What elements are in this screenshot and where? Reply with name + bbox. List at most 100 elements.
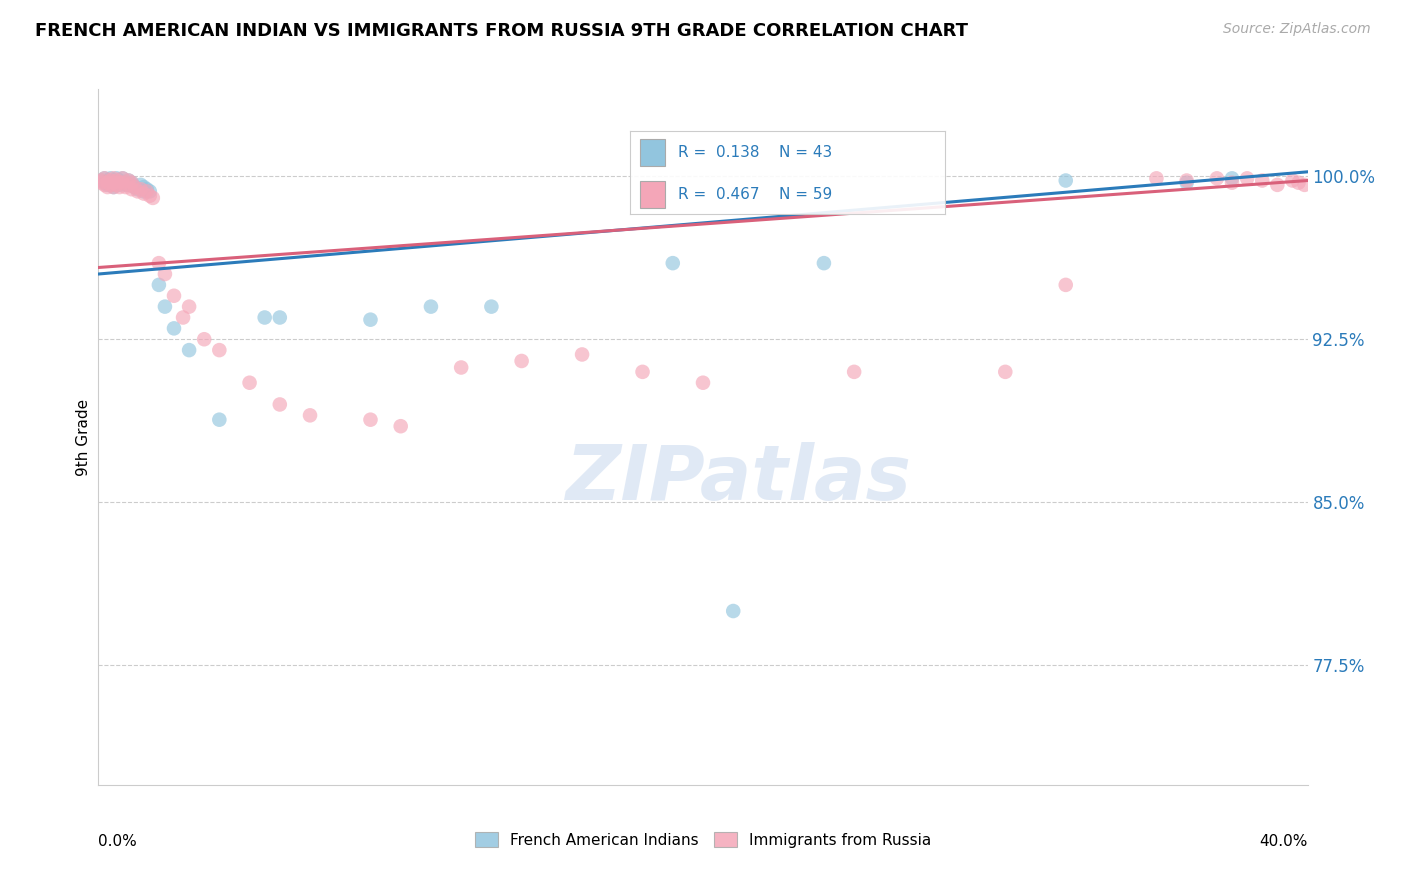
Point: [100, 178, 122, 192]
Point: [105, 171, 128, 186]
Point: [172, 310, 194, 325]
Point: [1267, 178, 1289, 192]
Point: [153, 300, 176, 314]
Point: [389, 419, 412, 434]
Point: [1220, 171, 1243, 186]
Point: [103, 171, 125, 186]
Point: [163, 321, 186, 335]
Point: [111, 171, 134, 186]
Point: [118, 173, 141, 187]
Point: [179, 300, 201, 314]
Legend: French American Indians, Immigrants from Russia: French American Indians, Immigrants from…: [468, 826, 938, 854]
Point: [139, 188, 162, 202]
Point: [1144, 171, 1167, 186]
Point: [132, 180, 155, 194]
Point: [105, 173, 128, 187]
Point: [108, 178, 131, 192]
Point: [127, 185, 149, 199]
Point: [132, 185, 155, 199]
Point: [450, 360, 472, 375]
Point: [148, 256, 170, 270]
Point: [723, 604, 745, 618]
Point: [661, 256, 683, 270]
Point: [96, 176, 118, 190]
Y-axis label: 9th Grade: 9th Grade: [76, 399, 91, 475]
Point: [90, 173, 112, 187]
Point: [114, 178, 136, 192]
Point: [844, 365, 866, 379]
Point: [103, 173, 125, 187]
Point: [420, 300, 443, 314]
Point: [108, 180, 131, 194]
Point: [108, 176, 131, 190]
Point: [90, 176, 112, 190]
Point: [100, 171, 122, 186]
Point: [299, 409, 322, 423]
Point: [148, 277, 170, 292]
Point: [96, 178, 118, 192]
Point: [129, 178, 152, 192]
Point: [103, 178, 125, 192]
Point: [108, 173, 131, 187]
Point: [142, 191, 165, 205]
Point: [124, 180, 146, 194]
Point: [239, 376, 262, 390]
Point: [1206, 171, 1229, 186]
Point: [1220, 176, 1243, 190]
Point: [1294, 178, 1316, 192]
Point: [813, 256, 835, 270]
Point: [193, 332, 215, 346]
Point: [93, 178, 115, 192]
Point: [96, 180, 118, 194]
Point: [100, 176, 122, 190]
Point: [93, 171, 115, 186]
Point: [124, 180, 146, 194]
Point: [1251, 173, 1274, 187]
Point: [692, 376, 714, 390]
Point: [360, 312, 382, 326]
Text: FRENCH AMERICAN INDIAN VS IMMIGRANTS FROM RUSSIA 9TH GRADE CORRELATION CHART: FRENCH AMERICAN INDIAN VS IMMIGRANTS FRO…: [35, 22, 969, 40]
Point: [253, 310, 276, 325]
Point: [111, 171, 134, 186]
Point: [1288, 176, 1310, 190]
Point: [118, 178, 141, 192]
Point: [153, 267, 176, 281]
Text: 0.0%: 0.0%: [98, 834, 138, 848]
Point: [481, 300, 503, 314]
Text: 40.0%: 40.0%: [1260, 834, 1308, 848]
Point: [571, 347, 593, 361]
Point: [121, 176, 143, 190]
Point: [139, 185, 162, 199]
Point: [269, 310, 291, 325]
Point: [1236, 171, 1258, 186]
Point: [118, 178, 141, 192]
Point: [132, 186, 155, 201]
Point: [121, 182, 143, 196]
Point: [360, 413, 382, 427]
Point: [1054, 173, 1077, 187]
Point: [118, 173, 141, 187]
Point: [103, 180, 125, 194]
Point: [111, 176, 134, 190]
Point: [127, 182, 149, 196]
Point: [208, 413, 231, 427]
Text: Source: ZipAtlas.com: Source: ZipAtlas.com: [1223, 22, 1371, 37]
Point: [100, 173, 122, 187]
Point: [1281, 173, 1303, 187]
Point: [208, 343, 231, 357]
Point: [93, 176, 115, 190]
Point: [114, 180, 136, 194]
Point: [1054, 277, 1077, 292]
Point: [631, 365, 654, 379]
Point: [105, 176, 128, 190]
Point: [179, 343, 201, 357]
Point: [269, 397, 291, 411]
Point: [93, 171, 115, 186]
Point: [1175, 173, 1198, 187]
Point: [105, 178, 128, 192]
Point: [510, 354, 533, 368]
Point: [135, 182, 157, 196]
Point: [96, 173, 118, 187]
Point: [111, 176, 134, 190]
Point: [135, 185, 157, 199]
